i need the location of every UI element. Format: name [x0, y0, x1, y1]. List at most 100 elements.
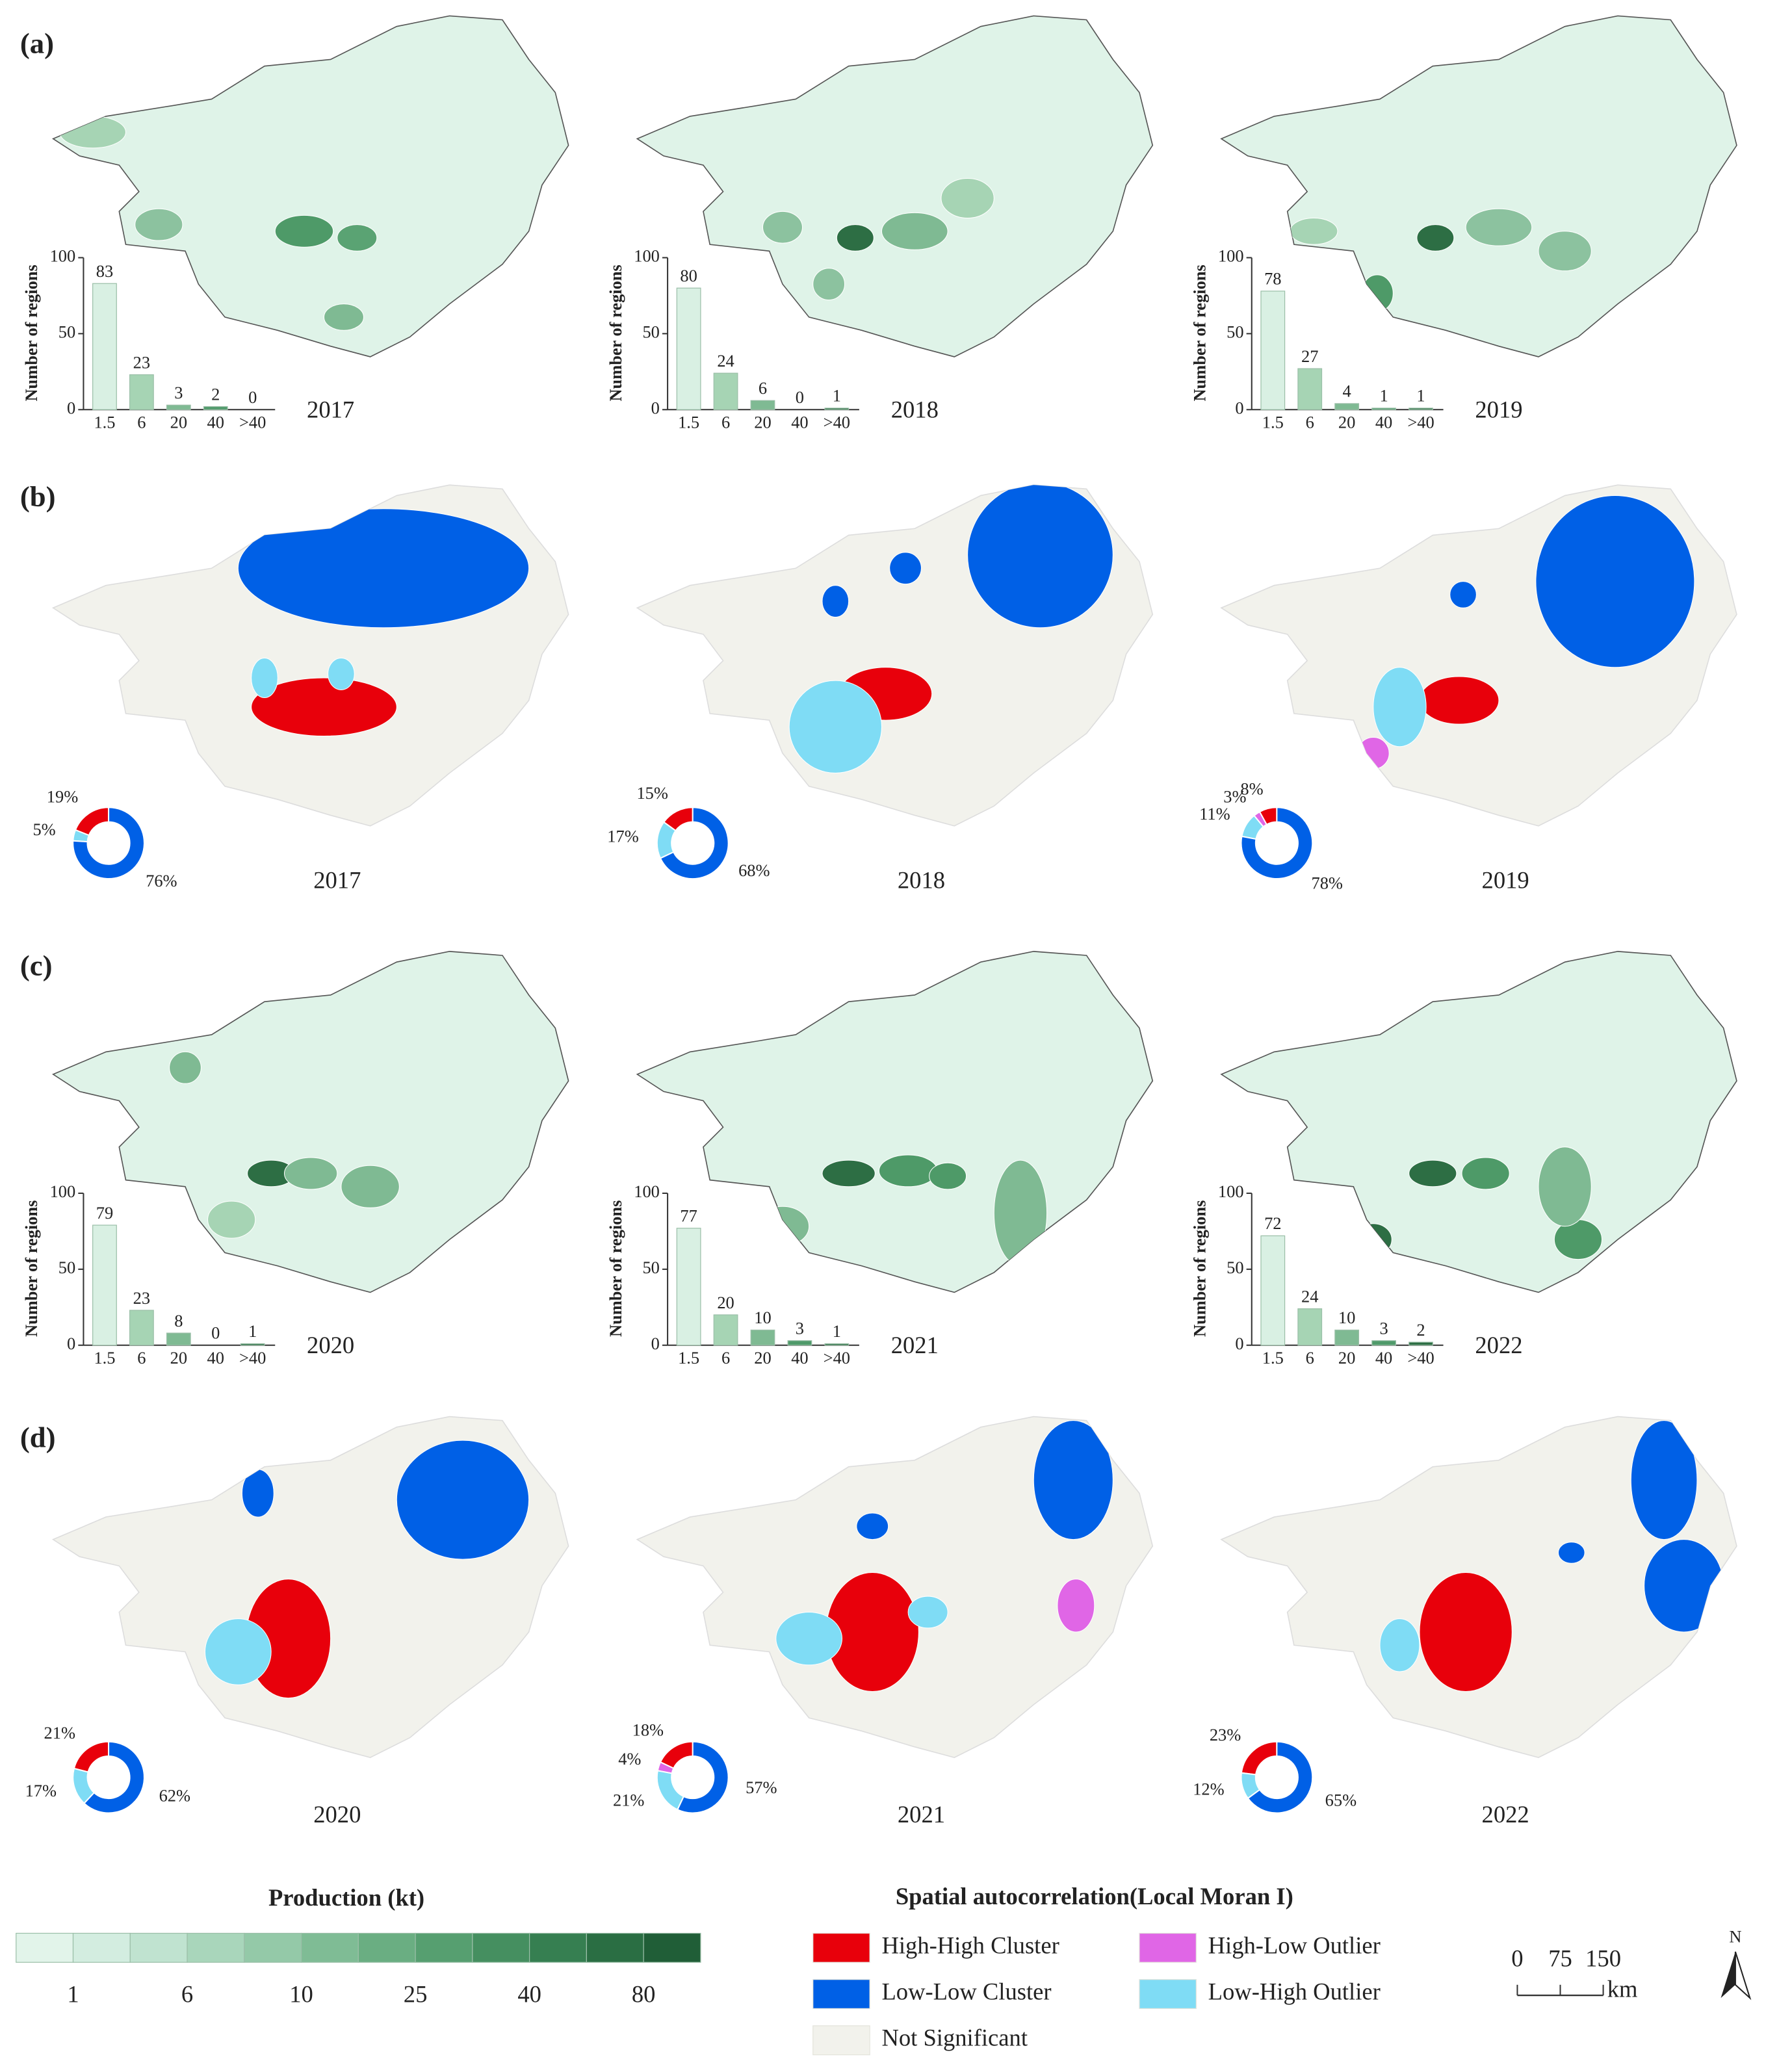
y-tick-label: 0 [651, 1334, 660, 1353]
donut-slice [659, 807, 729, 880]
scale-label: 0 [1511, 1945, 1523, 1972]
x-tick-label: 1.5 [94, 1348, 115, 1367]
value-label: 3 [796, 1319, 804, 1338]
value-label: 8% [1240, 779, 1263, 798]
value-label: 27 [1301, 346, 1318, 366]
legend-tick: 40 [517, 1981, 541, 2008]
legend-swatch [812, 1932, 870, 1963]
bar [166, 404, 191, 410]
donut-slice [73, 1741, 110, 1773]
legend-swatch [187, 1932, 245, 1963]
value-label: 3% [1223, 786, 1246, 806]
y-axis-label: Number of regions [21, 265, 41, 401]
map-district [274, 214, 334, 248]
y-tick-label: 0 [67, 1334, 75, 1353]
bar [824, 408, 850, 410]
value-label: 6 [759, 378, 767, 398]
x-tick-label: 1.5 [1262, 1348, 1284, 1367]
value-label: 5% [32, 820, 55, 839]
map-district [1461, 1157, 1510, 1190]
value-label: 65% [1325, 1791, 1357, 1810]
donut-slice [83, 1741, 145, 1814]
north-arrow [1721, 1951, 1735, 1999]
y-tick-label: 100 [1218, 246, 1244, 266]
x-tick-label: 6 [1306, 1348, 1314, 1367]
scale-label: 75 [1548, 1945, 1572, 1972]
chart-year: 2019 [1482, 867, 1529, 894]
value-label: 3 [1379, 1319, 1388, 1338]
bar [787, 1340, 812, 1346]
map [636, 1416, 1154, 1758]
x-tick-label: 1.5 [1262, 413, 1284, 432]
legend-swatch [357, 1932, 416, 1963]
legend-tick: 80 [632, 1981, 656, 2008]
map [1220, 951, 1737, 1293]
y-tick-label: 50 [642, 322, 659, 341]
x-tick-label: 20 [754, 1348, 771, 1367]
value-label: 0 [211, 1323, 220, 1343]
value-label: 23 [133, 1288, 150, 1308]
map-district [1373, 667, 1427, 747]
legend-swatch [1139, 1979, 1197, 2010]
y-tick-label: 50 [1227, 1258, 1243, 1277]
bar [1371, 408, 1396, 410]
x-tick-label: >40 [239, 413, 266, 432]
map-district [812, 268, 846, 301]
x-tick-label: 40 [791, 1348, 808, 1367]
legend-tick: 25 [404, 1981, 428, 2008]
legend-label: High-High Cluster [881, 1932, 1059, 1958]
y-tick-label: 0 [1235, 398, 1243, 417]
bar [203, 406, 228, 410]
bar [676, 1228, 701, 1346]
bar [129, 1310, 154, 1346]
x-tick-label: 6 [721, 413, 730, 432]
y-axis-label: Number of regions [1190, 265, 1210, 401]
y-tick-label: 0 [651, 398, 660, 417]
map-district [929, 1162, 967, 1190]
map-district [1057, 1579, 1095, 1633]
value-label: 24 [1301, 1286, 1318, 1306]
legend-label: High-Low Outlier [1208, 1932, 1381, 1958]
bar [1334, 1329, 1360, 1346]
legend-tick: 1 [67, 1981, 79, 2008]
map-district [241, 1469, 274, 1518]
bar [750, 1329, 775, 1346]
x-tick-label: 1.5 [678, 1348, 699, 1367]
scale-label: 150 [1585, 1945, 1621, 1972]
x-tick-label: 40 [207, 413, 224, 432]
map-district [251, 677, 397, 736]
value-label: 12% [1193, 1779, 1224, 1798]
x-tick-label: 6 [721, 1348, 730, 1367]
bar [1409, 1341, 1433, 1346]
value-label: 20 [717, 1293, 734, 1312]
donut-slice [1247, 1741, 1314, 1814]
bar [92, 283, 117, 410]
panel-label: (a) [20, 27, 54, 59]
panel-label: (b) [20, 480, 56, 513]
y-tick-label: 0 [1235, 1334, 1243, 1353]
x-tick-label: 20 [1338, 1348, 1355, 1367]
map-region [1220, 951, 1737, 1293]
bar [1409, 408, 1433, 410]
map-district [907, 1596, 948, 1629]
map-district [59, 116, 127, 149]
value-label: 17% [25, 1781, 57, 1800]
map-district [836, 224, 874, 252]
map-district [283, 1157, 338, 1190]
map-district [328, 658, 355, 690]
value-label: 11% [1199, 804, 1230, 823]
scale-unit: km [1607, 1975, 1638, 2002]
bar [129, 374, 154, 410]
chart-year: 2019 [1475, 396, 1522, 423]
legend-swatch [16, 1932, 74, 1963]
value-label: 57% [746, 1778, 777, 1797]
map-district [204, 1618, 272, 1685]
map [1220, 15, 1737, 357]
value-label: 23 [133, 352, 150, 372]
value-label: 77 [680, 1206, 697, 1226]
map-district [1419, 1572, 1513, 1692]
x-tick-label: 1.5 [94, 413, 115, 432]
value-label: 24 [717, 351, 734, 370]
value-label: 83 [96, 261, 113, 281]
